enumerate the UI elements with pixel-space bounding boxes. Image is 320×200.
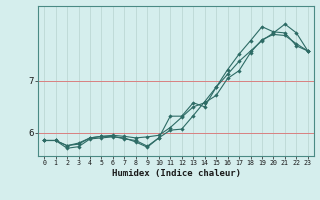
X-axis label: Humidex (Indice chaleur): Humidex (Indice chaleur) xyxy=(111,169,241,178)
